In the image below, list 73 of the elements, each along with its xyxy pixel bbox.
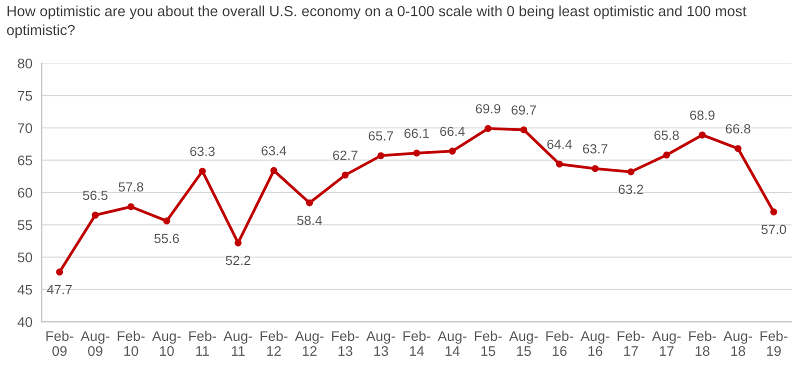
x-tick-label: Aug-17 [652,331,681,356]
x-tick-label: Feb-09 [46,330,74,356]
point [698,132,706,138]
x-tick-label: Aug-13 [366,331,395,356]
data-label: 64.4 [547,140,572,149]
x-tick-label: Feb-15 [474,330,502,356]
data-label: 68.9 [690,110,715,120]
point [306,199,313,206]
x-tick-label: Feb-17 [618,330,645,356]
x-tick-label: Aug-09 [80,331,110,356]
y-tick-label: 65 [18,156,32,166]
point [270,167,278,174]
data-label: 63.2 [618,184,644,194]
data-label: 69.9 [476,104,500,114]
data-label: 56.5 [82,190,108,200]
point [734,145,742,152]
x-tick-label: Feb-12 [260,330,288,356]
y-tick-label: 50 [18,252,32,262]
x-tick-label: Feb-13 [332,330,359,356]
point [234,239,242,246]
data-label: 57.0 [761,224,786,234]
chart-title: How optimistic are you about the overall U.S. economy on a 0-100 scale with 0 being least optimistic and 100 most optimistic? [7,6,746,38]
data-label: 47.7 [47,284,72,294]
data-label: 65.7 [368,131,394,141]
data-label: 66.4 [440,126,465,136]
point [592,165,599,172]
point [198,168,206,175]
point [377,152,384,160]
x-tick-label: Feb-11 [189,330,216,356]
data-label: 66.8 [726,124,750,134]
y-tick-label: 55 [18,220,32,230]
x-tick-label: Feb-14 [404,330,430,356]
data-label: 63.7 [583,144,608,154]
point [520,126,528,134]
point [770,208,778,216]
data-label: 63.3 [190,146,215,156]
x-tick-label: Feb-18 [689,330,716,356]
x-tick-label: Aug-12 [294,331,324,356]
x-tick-label: Feb-10 [118,330,145,356]
point [663,152,670,158]
x-tick-label: Aug-15 [509,331,538,356]
point [342,172,349,179]
point [484,125,492,132]
data-label: 65.8 [654,130,679,140]
x-tick-label: Aug-18 [723,331,752,356]
y-tick-label: 75 [18,91,32,101]
x-tick-label: Aug-14 [438,331,466,356]
y-tick-label: 70 [18,123,32,134]
data-label: 66.1 [404,128,429,138]
y-tick-label: 40 [18,317,32,327]
data-label: 52.2 [226,256,250,266]
y-tick-label: 80 [18,58,32,68]
point [92,212,99,219]
point [556,160,563,168]
point [163,217,170,224]
y-tick-label: 45 [18,284,32,295]
data-label: 58.4 [297,216,322,226]
data-label: 57.8 [118,182,144,192]
x-tick-label: Feb-19 [760,330,788,356]
point [627,168,634,176]
point [128,203,134,210]
point [56,268,64,276]
x-tick-label: Aug-16 [580,331,610,356]
data-label: 69.7 [512,105,536,115]
data-label: 55.6 [154,234,179,244]
data-label: 62.7 [333,150,358,160]
data-label: 63.4 [262,146,286,156]
x-tick-label: Aug-11 [223,331,252,356]
y-tick-label: 60 [18,188,32,198]
point [413,150,420,157]
x-tick-label: Aug-10 [152,331,181,356]
x-tick-label: Feb-16 [546,330,574,356]
point [448,148,456,155]
